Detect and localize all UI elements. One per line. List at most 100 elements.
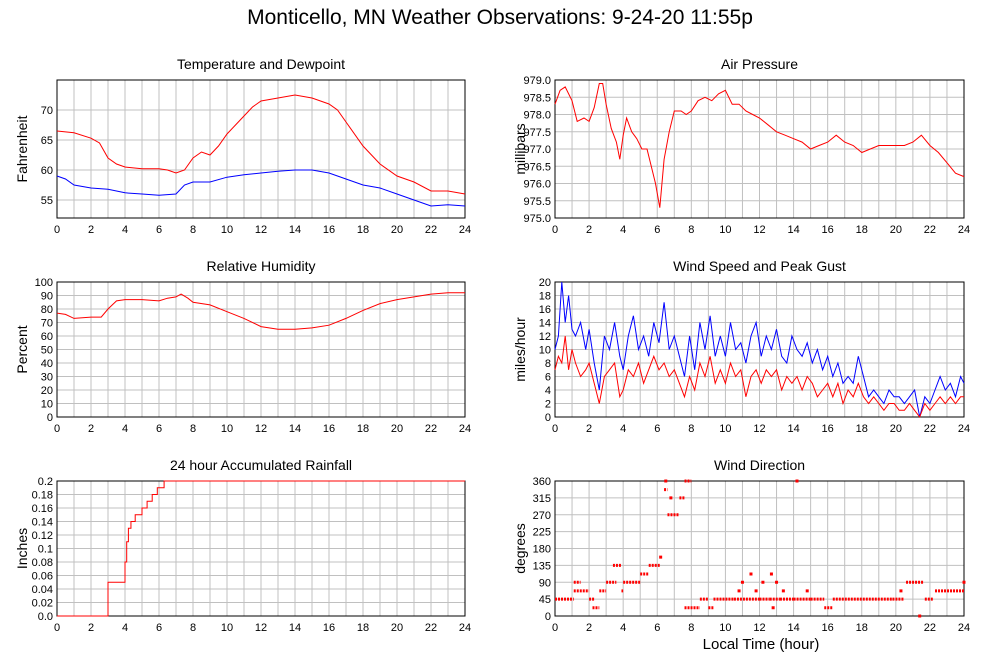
y-tick-label: 90 <box>41 291 53 303</box>
plot-frame <box>56 79 466 219</box>
y-tick-label: 976.5 <box>523 161 551 173</box>
x-tick-label: 0 <box>552 423 558 435</box>
x-tick-label: 16 <box>822 423 834 435</box>
series-line-0 <box>56 94 466 195</box>
series-line-0 <box>554 83 965 208</box>
y-tick-label: 315 <box>533 493 551 505</box>
chart-title: Relative Humidity <box>207 258 316 274</box>
direction-point <box>761 580 765 584</box>
x-tick-label: 20 <box>391 224 403 236</box>
direction-point <box>659 555 663 559</box>
direction-point <box>669 496 673 500</box>
series-line-1 <box>554 335 964 419</box>
x-tick-label: 22 <box>425 224 437 236</box>
x-tick-label: 0 <box>54 224 60 236</box>
x-tick-label: 20 <box>890 622 902 634</box>
x-tick-label: 12 <box>753 622 765 634</box>
y-tick-label: 30 <box>41 372 53 384</box>
y-tick-label: 8 <box>545 358 551 370</box>
x-tick-label: 14 <box>787 224 799 236</box>
x-axis-label: Local Time (hour) <box>702 636 820 653</box>
y-tick-label: 0.16 <box>32 503 53 515</box>
y-tick-label: 45 <box>539 594 551 606</box>
y-tick-label: 4 <box>545 385 551 397</box>
chart-title: Wind Direction <box>714 457 805 473</box>
x-tick-label: 20 <box>890 423 902 435</box>
y-axis-label: degrees <box>512 523 528 574</box>
x-tick-label: 14 <box>787 423 799 435</box>
x-tick-label: 8 <box>190 622 196 634</box>
x-tick-label: 0 <box>54 622 60 634</box>
y-tick-label: 0.08 <box>32 557 53 569</box>
x-tick-label: 24 <box>459 622 471 634</box>
chart-panel-4: 0.00.02 0.040.06 0.080.1 0.120.14 0.160.18 0.… <box>14 457 471 634</box>
x-tick-label: 16 <box>323 224 335 236</box>
x-tick-label: 16 <box>323 622 335 634</box>
direction-point <box>775 580 779 584</box>
plot-frame <box>56 281 466 418</box>
series-line-0 <box>56 292 465 330</box>
x-tick-label: 18 <box>856 622 868 634</box>
x-tick-label: 14 <box>787 622 799 634</box>
x-tick-label: 10 <box>719 423 731 435</box>
chart-title: 24 hour Accumulated Rainfall <box>170 457 352 473</box>
page-title: Monticello, MN Weather Observations: 9-2… <box>247 6 753 29</box>
x-tick-label: 10 <box>221 224 233 236</box>
x-tick-label: 18 <box>357 224 369 236</box>
x-tick-label: 2 <box>88 224 94 236</box>
y-tick-label: 0.1 <box>38 544 53 556</box>
direction-point <box>771 606 775 610</box>
x-tick-label: 24 <box>958 423 970 435</box>
x-tick-label: 6 <box>654 423 660 435</box>
direction-point <box>769 572 773 576</box>
x-tick-label: 4 <box>620 423 626 435</box>
x-tick-label: 24 <box>459 224 471 236</box>
x-tick-label: 20 <box>391 622 403 634</box>
y-tick-label: 50 <box>41 345 53 357</box>
x-tick-label: 18 <box>357 423 369 435</box>
y-tick-label: 80 <box>41 304 53 316</box>
y-tick-label: 0.0 <box>38 611 53 623</box>
y-axis-label: Inches <box>14 528 30 569</box>
chart-title: Temperature and Dewpoint <box>177 56 345 72</box>
x-tick-label: 0 <box>552 224 558 236</box>
direction-point <box>899 589 903 593</box>
x-tick-label: 2 <box>586 224 592 236</box>
x-tick-label: 16 <box>822 622 834 634</box>
x-tick-label: 16 <box>822 224 834 236</box>
x-tick-label: 10 <box>221 622 233 634</box>
y-tick-label: 0.02 <box>32 598 53 610</box>
y-tick-label: 0.2 <box>38 476 53 488</box>
x-tick-label: 22 <box>924 423 936 435</box>
x-tick-label: 8 <box>190 423 196 435</box>
x-tick-label: 10 <box>719 622 731 634</box>
y-tick-label: 135 <box>533 560 551 572</box>
x-tick-label: 20 <box>890 224 902 236</box>
x-tick-label: 4 <box>620 224 626 236</box>
direction-point <box>737 589 741 593</box>
x-tick-label: 0 <box>54 423 60 435</box>
y-tick-label: 977.5 <box>523 127 551 139</box>
x-tick-label: 6 <box>156 224 162 236</box>
y-tick-label: 0.04 <box>32 584 53 596</box>
x-tick-label: 6 <box>654 224 660 236</box>
y-tick-label: 360 <box>533 476 551 488</box>
y-tick-label: 0.12 <box>32 530 53 542</box>
x-tick-label: 12 <box>753 224 765 236</box>
y-tick-label: 0 <box>545 412 551 424</box>
x-tick-label: 24 <box>958 224 970 236</box>
y-tick-label: 976.0 <box>523 179 551 191</box>
chart-title: Wind Speed and Peak Gust <box>673 258 846 274</box>
y-tick-label: 90 <box>539 577 551 589</box>
y-tick-label: 14 <box>539 318 551 330</box>
series-line-0 <box>57 480 465 617</box>
y-tick-label: 20 <box>41 385 53 397</box>
x-tick-label: 18 <box>856 224 868 236</box>
y-tick-label: 975.0 <box>523 213 551 225</box>
y-tick-label: 0 <box>545 611 551 623</box>
y-tick-label: 12 <box>539 331 551 343</box>
y-tick-label: 10 <box>41 399 53 411</box>
y-tick-label: 977.0 <box>523 144 551 156</box>
